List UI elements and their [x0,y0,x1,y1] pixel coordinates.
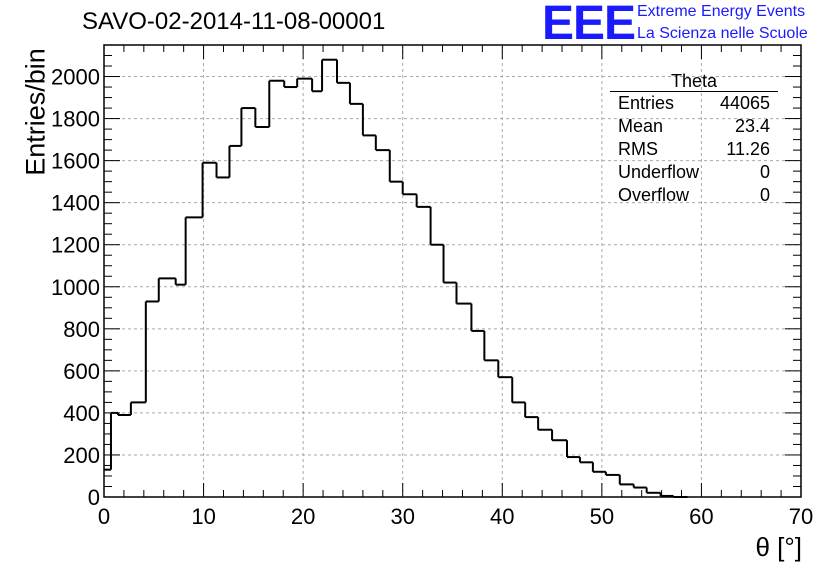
eee-logo: EEE [542,0,636,50]
y-tick-label: 1000 [51,275,100,300]
logo-line-2: La Scienza nelle Scuole [637,25,808,42]
y-tick-label: 0 [88,485,100,510]
plot-frame [103,44,802,498]
axis-ticks [103,44,802,498]
stat-value: 0 [759,162,770,182]
x-tick-label: 30 [390,504,414,529]
x-tick-label: 10 [191,504,215,529]
y-axis-label: Entries/bin [20,48,51,176]
chart-title: SAVO-02-2014-11-08-00001 [82,8,386,35]
y-tick-label: 600 [63,359,100,384]
stat-value: 11.26 [726,139,770,159]
histogram-bins [104,58,688,498]
stat-value: 0 [759,185,770,205]
y-tick-labels: 0 200 400 600 800 1000 1200 1400 1600 1800 2000 [51,65,100,510]
logo-line-1: Extreme Energy Events [637,3,806,20]
y-tick-label: 1200 [51,233,100,258]
y-tick-label: 2000 [51,65,100,90]
x-tick-label: 60 [689,504,713,529]
stat-value: 23.4 [734,116,770,136]
y-tick-label: 800 [63,317,100,342]
x-tick-labels: 0 10 20 30 40 50 60 70 [98,504,813,529]
x-tick-label: 20 [291,504,315,529]
y-tick-label: 1400 [51,191,100,216]
x-tick-label: 40 [490,504,514,529]
stats-title: Theta [610,72,778,92]
stat-row-mean: Mean 23.4 [610,115,778,138]
stat-row-entries: Entries 44065 [610,92,778,115]
y-tick-label: 1800 [51,107,100,132]
stat-row-rms: RMS 11.26 [610,138,778,161]
stat-label: Mean [618,116,664,136]
stat-label: Entries [618,93,675,113]
y-tick-label: 400 [63,401,100,426]
x-tick-label: 50 [590,504,614,529]
stat-label: RMS [618,139,658,159]
grid-lines [104,45,801,497]
x-axis-label: θ [°] [755,532,802,562]
stats-box: Theta Entries 44065 Mean 23.4 RMS 11.26 … [610,72,778,207]
x-tick-label: 0 [98,504,110,529]
stat-label: Underflow [618,162,700,182]
stat-row-overflow: Overflow 0 [610,184,778,207]
y-tick-label: 200 [63,443,100,468]
y-tick-label: 1600 [51,149,100,174]
x-tick-label: 70 [789,504,813,529]
stat-value: 44065 [719,93,770,113]
stat-row-underflow: Underflow 0 [610,161,778,184]
stat-label: Overflow [618,185,690,205]
